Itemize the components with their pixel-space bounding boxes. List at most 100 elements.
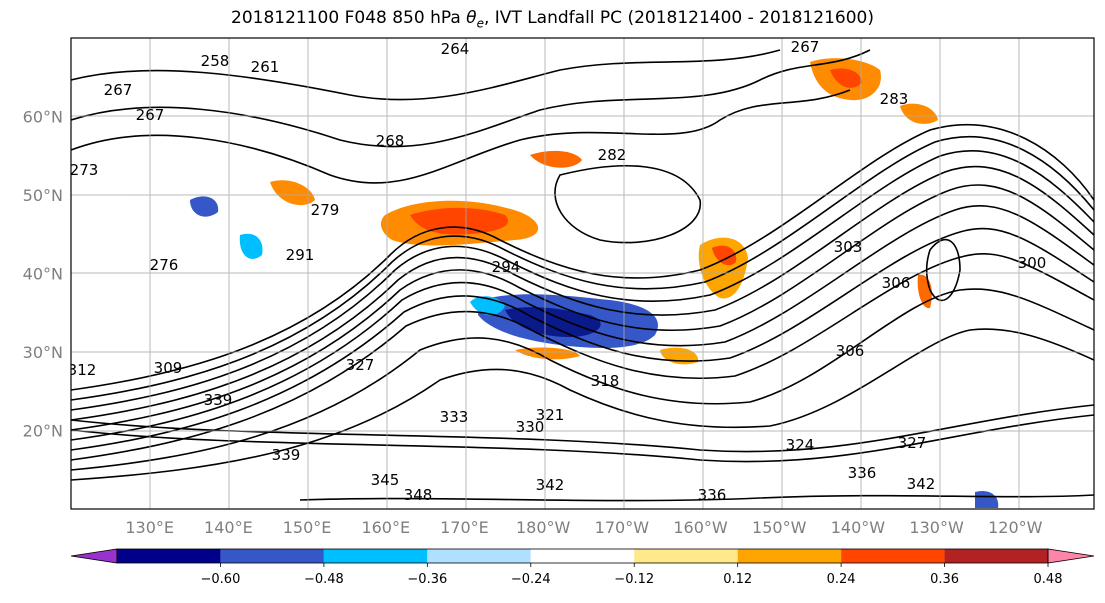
title-suffix: , IVT Landfall PC (2018121400 - 20181216…: [483, 8, 874, 28]
lat-tick-label: 60°N: [23, 108, 63, 127]
colorbar-swatch: [634, 549, 738, 563]
latitude-labels: 20°N 30°N 40°N 50°N 60°N: [23, 108, 63, 441]
lon-tick-label: 140°W: [831, 518, 886, 537]
contour-line: [71, 288, 1094, 471]
contour-value-label: 327: [898, 434, 927, 452]
colorbar: [70, 548, 1095, 564]
contour-value-label: 273: [70, 161, 99, 179]
colorbar-swatch: [427, 549, 531, 563]
lon-tick-label: 170°W: [595, 518, 650, 537]
shading-red-alaska: [830, 68, 862, 88]
shading-orange-japan: [270, 180, 315, 206]
shading-orange-sea: [530, 150, 582, 168]
contour-value-label: 342: [536, 476, 565, 494]
colorbar-tick-label: −0.12: [614, 572, 654, 587]
chart-title: 2018121100 F048 850 hPa θe, IVT Landfall…: [0, 8, 1105, 30]
contour-value-label: 321: [536, 406, 565, 424]
shading-cyan-japan: [239, 233, 263, 259]
lon-tick-label: 180°W: [516, 518, 571, 537]
contour-value-label: 330: [516, 418, 545, 436]
theta-subscript: e: [476, 16, 484, 31]
contour-line: [71, 414, 1094, 463]
lon-tick-label: 130°E: [125, 518, 174, 537]
contour-line: [71, 205, 1094, 441]
contour-value-label: 282: [598, 146, 627, 164]
colorbar-swatch: [944, 549, 1048, 563]
contour-line: [71, 227, 1094, 451]
contour-value-label: 267: [791, 38, 820, 56]
contour-line: [925, 238, 961, 302]
colorbar-tick-label: −0.24: [511, 572, 551, 587]
lon-tick-label: 150°W: [752, 518, 807, 537]
colorbar-swatch: [530, 549, 635, 563]
contour-value-label: 291: [286, 246, 315, 264]
shading-blue-japan: [190, 196, 219, 217]
contour-value-label: 306: [882, 274, 911, 292]
lat-tick-label: 30°N: [23, 343, 63, 362]
colorbar-tick-label: 0.48: [1034, 572, 1063, 587]
contour-value-label: 261: [251, 58, 280, 76]
contour-line: [299, 494, 1094, 502]
contour-line: [71, 49, 871, 148]
theta-symbol: θ: [466, 8, 477, 28]
shading-orange-kamchatka: [900, 103, 938, 124]
colorbar-swatch: [117, 549, 221, 563]
contour-value-label: 312: [68, 361, 97, 379]
shading-red-jet: [410, 207, 509, 235]
contour-line: [71, 253, 1094, 461]
colorbar-swatch: [737, 549, 842, 563]
contour-value-label: 258: [201, 52, 230, 70]
lon-tick-label: 120°W: [988, 518, 1043, 537]
contour-value-label: 339: [272, 446, 301, 464]
contour-value-label: 318: [591, 372, 620, 390]
colorbar-swatch: [323, 549, 428, 563]
lon-tick-label: 170°E: [440, 518, 489, 537]
colorbar-outline: [116, 548, 1049, 564]
gridlines: [71, 38, 1094, 509]
contour-value-label: 267: [136, 106, 165, 124]
shading-red-gulf: [712, 245, 737, 266]
contour-value-label: 348: [404, 486, 433, 504]
lat-tick-label: 40°N: [23, 265, 63, 284]
contour-line: [71, 328, 1094, 481]
contour-value-label: 324: [786, 436, 815, 454]
contour-value-label: 309: [154, 359, 183, 377]
contour-value-label: 306: [836, 342, 865, 360]
contour-value-label: 264: [441, 40, 470, 58]
contour-line: [71, 135, 1094, 401]
contour-value-label: 267: [104, 81, 133, 99]
colorbar-tick-label: −0.60: [201, 572, 241, 587]
contour-value-label: 342: [907, 475, 936, 493]
contour-value-label: 276: [150, 256, 179, 274]
lon-tick-label: 160°W: [673, 518, 728, 537]
lat-tick-label: 20°N: [23, 422, 63, 441]
title-prefix: 2018121100 F048 850 hPa: [231, 8, 467, 28]
contour-value-label: 283: [880, 90, 909, 108]
contour-value-label: 333: [440, 408, 469, 426]
contour-line: [71, 184, 1094, 431]
colorbar-swatch: [841, 549, 945, 563]
colorbar-swatch: [220, 549, 324, 563]
contour-layer: [71, 49, 1094, 502]
colorbar-tick-label: −0.48: [304, 572, 344, 587]
contour-value-label: 294: [492, 258, 521, 276]
colorbar-extend-high: [1047, 548, 1095, 564]
contour-line: [71, 150, 1094, 411]
map-frame: [70, 37, 1095, 510]
colorbar-extend-low: [70, 548, 118, 564]
colorbar-tick-label: 0.12: [723, 572, 752, 587]
lon-tick-label: 150°E: [283, 518, 332, 537]
contour-value-label: 279: [311, 201, 340, 219]
lat-tick-label: 50°N: [23, 186, 63, 205]
colorbar-tick-label: 0.24: [827, 572, 856, 587]
lon-tick-label: 160°E: [361, 518, 410, 537]
contour-value-label: 268: [376, 132, 405, 150]
contour-value-label: 336: [848, 464, 877, 482]
contour-value-label: 303: [834, 238, 863, 256]
lon-tick-label: 130°W: [909, 518, 964, 537]
contour-value-label: 327: [346, 356, 375, 374]
colorbar-tick-label: 0.36: [930, 572, 959, 587]
contour-value-label: 300: [1018, 254, 1047, 272]
